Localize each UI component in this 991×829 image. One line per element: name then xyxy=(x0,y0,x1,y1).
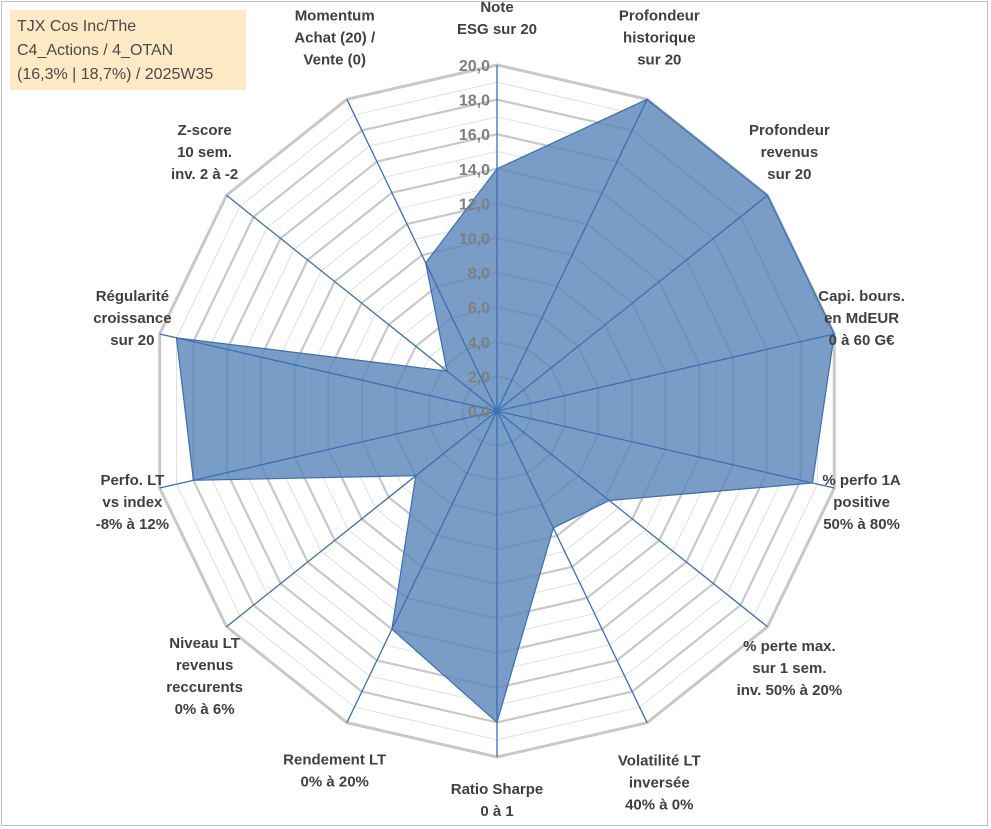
spoke-line xyxy=(346,410,498,723)
spoke-line xyxy=(496,410,768,628)
spoke-line xyxy=(496,410,648,723)
axis-label: Volatilité LT inversée 40% à 0% xyxy=(618,753,701,814)
axis-label: Capi. bours. en MdEUR 0 à 60 G€ xyxy=(818,288,905,349)
axis-label: % perfo 1A positive 50% à 80% xyxy=(822,472,901,533)
info-company: TJX Cos Inc/The xyxy=(17,18,137,35)
axis-label: Perfo. LT vs index -8% à 12% xyxy=(96,472,169,533)
tick-label: 16,0 xyxy=(459,127,490,144)
tick-label: 6,0 xyxy=(468,300,490,317)
axis-label: Régularité croissance sur 20 xyxy=(93,288,171,349)
tick-label: 18,0 xyxy=(459,93,490,110)
axis-label: % perte max. sur 1 sem. inv. 50% à 20% xyxy=(737,638,843,699)
radar-series xyxy=(175,98,835,724)
info-category: C4_Actions / 4_OTAN xyxy=(17,42,174,59)
axis-label: Niveau LT revenus reccurents 0% à 6% xyxy=(166,635,243,718)
axis-labels: Note ESG sur 20 Profondeur historique sur 20… xyxy=(93,0,905,820)
axis-label: Z-score 10 sem. inv. 2 à -2 xyxy=(171,122,238,183)
axis-label: Profondeur revenus sur 20 xyxy=(749,122,830,183)
spoke-line xyxy=(346,99,498,412)
spoke-line xyxy=(159,333,498,412)
info-box: TJX Cos Inc/The C4_Actions / 4_OTAN (16,… xyxy=(10,10,246,90)
axis-label: Rendement LT 0% à 20% xyxy=(283,752,386,791)
radar-spokes xyxy=(159,65,835,757)
spoke-line xyxy=(496,99,648,412)
svg-text:% perte max.sur 1 sem.inv. 50%: % perte max. sur 1 sem. inv. 50% à 20% xyxy=(737,638,843,699)
spoke-line xyxy=(226,410,498,628)
series-area xyxy=(175,98,835,724)
axis-label: Note ESG sur 20 xyxy=(457,0,537,38)
tick-label: 2,0 xyxy=(468,369,490,386)
svg-text:Rendement LT0% à 20%: Rendement LT 0% à 20% xyxy=(283,752,386,791)
tick-label: 12,0 xyxy=(459,196,490,213)
spoke-line xyxy=(496,194,768,412)
spoke-line xyxy=(496,333,835,412)
axis-label: Momentum Achat (20) / Vente (0) xyxy=(294,7,376,68)
radial-tick-labels: 0,0 2,0 4,0 6,0 8,0 10,0 12,0 14,0 16,0 18,0 20,0 xyxy=(459,58,490,421)
tick-label: 4,0 xyxy=(468,335,490,352)
info-period: (16,3% | 18,7%) / 2025W35 xyxy=(17,66,214,83)
tick-label: 8,0 xyxy=(468,266,490,283)
tick-label: 10,0 xyxy=(459,231,490,248)
spoke-line xyxy=(226,194,498,412)
tick-label: 20,0 xyxy=(459,58,490,75)
tick-label: 14,0 xyxy=(459,162,490,179)
axis-label: Profondeur historique sur 20 xyxy=(619,7,700,68)
spoke-line xyxy=(496,410,835,489)
axis-label: Ratio Sharpe 0 à 1 xyxy=(451,781,544,820)
spoke-line xyxy=(159,410,498,489)
tick-label: 0,0 xyxy=(468,404,490,421)
